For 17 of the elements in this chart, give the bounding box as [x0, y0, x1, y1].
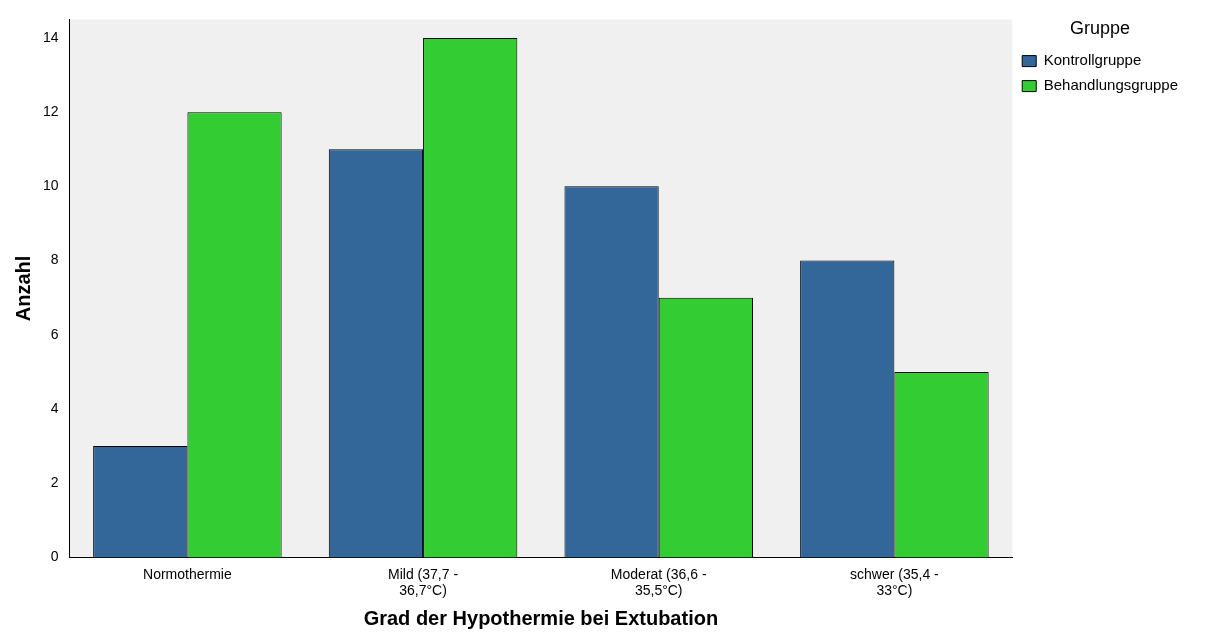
- x-tick-label: schwer (35,4 - 33°C): [850, 565, 940, 599]
- y-tick-label: 4: [50, 399, 59, 416]
- legend-label: Behandlungsgruppe: [1043, 76, 1179, 94]
- y-tick-label: 2: [50, 474, 59, 491]
- y-tick-label: 6: [50, 325, 59, 342]
- x-tick-label: Normothermie: [143, 565, 232, 582]
- legend-title: Gruppe: [1070, 17, 1131, 38]
- y-tick-label: 10: [42, 177, 59, 194]
- legend-label: Kontrollgruppe: [1043, 51, 1142, 69]
- y-tick-label: 12: [42, 103, 59, 120]
- y-tick-label: 0: [50, 548, 59, 565]
- x-axis-title: Grad der Hypothermie bei Extubation: [363, 606, 719, 629]
- y-tick-label: 14: [42, 28, 59, 45]
- x-tick-label: Moderat (36,6 - 35,5°C): [610, 565, 707, 599]
- x-tick-label: Mild (37,7 - 36,7°C): [388, 565, 459, 599]
- y-axis-title: Anzahl: [11, 255, 34, 322]
- y-tick-label: 8: [50, 251, 59, 268]
